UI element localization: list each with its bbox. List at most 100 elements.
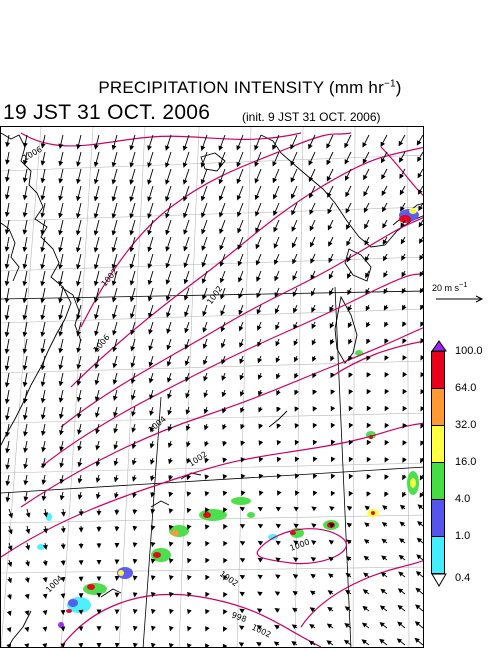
precip-cell (399, 215, 411, 223)
wind-arrow (362, 151, 370, 164)
wind-arrow (132, 525, 138, 532)
wind-arrow (129, 287, 136, 303)
wind-arrow (311, 523, 317, 529)
wind-arrow (419, 304, 423, 311)
wind-arrow (236, 151, 244, 168)
wind-arrow (131, 457, 137, 466)
wind-arrow (220, 338, 226, 349)
wind-arrow (95, 474, 101, 483)
wind-arrow (275, 372, 281, 380)
isobar-label: 1002 (187, 450, 209, 469)
wind-arrow (131, 423, 137, 433)
wind-arrow (254, 134, 262, 151)
wind-arrow (59, 491, 65, 501)
wind-arrow (23, 491, 29, 502)
wind-arrow (312, 473, 318, 480)
wind-arrow (4, 168, 10, 183)
wind-arrow (364, 522, 370, 528)
wind-arrow (58, 372, 64, 387)
wind-arrow (130, 389, 136, 401)
wind-arrow (326, 134, 334, 149)
wind-arrow (327, 219, 334, 231)
wind-arrow (414, 637, 423, 646)
wind-arrow (187, 557, 192, 564)
wind-arrow (42, 593, 48, 599)
isobar-label: 1002 (250, 623, 272, 640)
wind-arrow (417, 168, 423, 179)
latitude-line (1, 290, 423, 300)
wind-arrow (182, 168, 190, 185)
wind-arrow (290, 151, 298, 167)
wind-arrow (239, 389, 245, 397)
grid-line (118, 127, 146, 647)
wind-arrow (383, 253, 388, 262)
wind-arrow (59, 457, 65, 469)
wind-arrow (168, 457, 173, 465)
wind-arrow (239, 608, 245, 614)
wind-arrow (276, 389, 281, 396)
wind-arrow (165, 287, 172, 302)
wind-arrow (76, 168, 82, 185)
wind-arrow (239, 574, 246, 580)
wind-arrow (396, 638, 406, 646)
wind-arrow (402, 405, 408, 412)
coastline-segment (268, 410, 288, 428)
wind-arrow (4, 236, 10, 252)
wind-arrow (274, 624, 280, 630)
wind-arrow (168, 558, 174, 564)
wind-arrow (292, 270, 298, 281)
wind-arrow (204, 507, 210, 513)
wind-arrow (240, 423, 245, 430)
wind-arrow (344, 151, 352, 165)
wind-arrow (344, 134, 352, 149)
wind-arrow (402, 321, 407, 328)
wind-arrow (93, 168, 100, 185)
wind-arrow (294, 389, 299, 396)
wind-arrow (384, 422, 390, 429)
wind-arrow (293, 321, 298, 330)
grid-line (1, 412, 423, 424)
isobar-label: 1004 (44, 574, 65, 595)
wind-arrow (75, 202, 82, 219)
wind-arrow (202, 355, 208, 366)
wind-arrow (326, 151, 334, 166)
wind-arrow (240, 406, 245, 414)
wind-arrow (40, 287, 46, 304)
wind-arrow (58, 304, 64, 321)
wind-arrow (257, 506, 264, 512)
wind-arrow (165, 168, 172, 185)
wind-arrow (184, 355, 190, 366)
wind-arrow (24, 593, 30, 600)
wind-arrow (257, 338, 262, 348)
wind-arrow (165, 185, 172, 202)
wind-arrow (129, 202, 136, 219)
wind-arrow (236, 134, 244, 151)
map-canvas: 1006100610041002100210021002100099810041… (1, 127, 423, 647)
wind-arrow (238, 321, 244, 332)
wind-arrow (329, 321, 335, 329)
wind-arrow (257, 372, 263, 380)
wind-arrow (95, 423, 100, 435)
wind-arrow (183, 287, 190, 301)
wind-arrow (310, 573, 316, 579)
wind-arrow (184, 304, 190, 318)
wind-arrow (22, 304, 28, 321)
wind-arrow (186, 491, 192, 497)
wind-arrow (254, 151, 262, 168)
precip-cell (87, 584, 95, 590)
wind-vectors (4, 134, 423, 647)
wind-arrow (93, 185, 100, 202)
precip-cell (203, 512, 211, 518)
wind-arrow (276, 423, 282, 429)
lat-lon-grid (1, 127, 423, 647)
wind-arrow (379, 622, 388, 629)
wind-arrow (6, 593, 12, 600)
wind-arrow (310, 540, 317, 546)
grid-line (1, 360, 423, 374)
wind-arrow (75, 253, 82, 270)
wind-arrow (363, 572, 370, 578)
wind-arrow (239, 540, 246, 546)
wind-arrow (239, 591, 245, 597)
wind-arrow (5, 491, 11, 503)
wind-arrow (201, 270, 208, 284)
